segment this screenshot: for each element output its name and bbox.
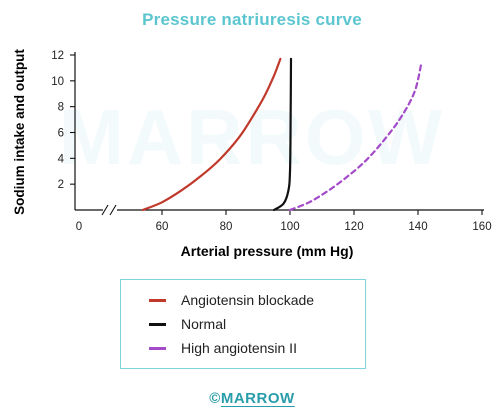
series-line-normal [272,57,293,212]
brand-name: MARROW [220,390,295,407]
legend-swatch-blockade [149,298,166,302]
axis-break-mark [101,204,109,216]
x-tick-label: 160 [472,221,491,233]
x-axis-label: Arterial pressure (mm Hg) [181,243,354,259]
y-tick-label: 4 [58,153,65,165]
y-tick-label: 6 [58,128,64,140]
y-tick-label: 2 [58,179,64,191]
y-tick-label: 10 [51,76,64,88]
legend-item-normal: Normal [149,314,226,334]
chart-title: Pressure natriuresis curve [142,10,362,29]
x-tick-label: 80 [220,221,233,233]
y-tick-label: 8 [58,102,64,114]
copyright-symbol: © [209,390,221,407]
legend-swatch-high [149,346,166,350]
series-line-high-angiotensin [288,62,423,212]
legend-item-high-angiotensin: High angiotensin II [149,338,297,358]
legend-item-angiotensin-blockade: Angiotensin blockade [149,290,314,310]
y-tick-label: 12 [51,50,64,62]
footer-brand: ©MARROW [0,390,504,407]
series-line-angiotensin-blockade [141,57,282,212]
legend-swatch-normal [149,322,166,326]
y-axis-label: Sodium intake and output [12,49,27,215]
x-tick-label: 0 [76,221,82,233]
series-lines [141,57,423,212]
legend-label-high: High angiotensin II [181,340,297,356]
x-tick-label: 140 [408,221,427,233]
axis-break-mark [109,204,117,216]
legend-label-normal: Normal [181,316,227,332]
legend-label-blockade: Angiotensin blockade [181,292,315,308]
x-tick-label: 60 [156,221,169,233]
x-tick-label: 120 [344,221,363,233]
x-tick-label: 100 [280,221,299,233]
legend: Angiotensin blockade Normal High angiote… [120,279,366,369]
